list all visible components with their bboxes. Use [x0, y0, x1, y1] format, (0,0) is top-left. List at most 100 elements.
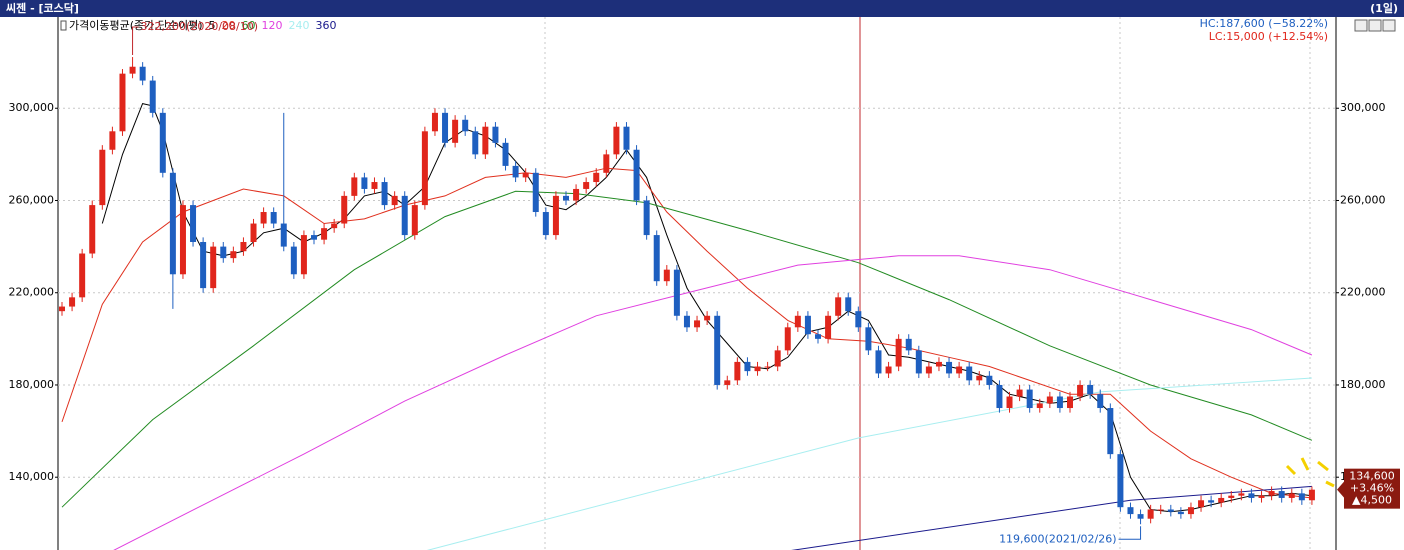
candle-body	[1268, 491, 1275, 496]
candle-body	[1087, 384, 1094, 395]
candle-body	[99, 149, 106, 206]
candle-body	[673, 269, 680, 316]
candle-body	[502, 142, 509, 166]
window-buttons[interactable]	[1354, 19, 1396, 32]
candle-body	[391, 195, 398, 206]
legend-entry: 20	[222, 19, 236, 32]
legend-entry: 360	[316, 19, 337, 32]
candle-body	[815, 334, 821, 339]
candle-body	[119, 73, 126, 132]
candle-body	[1187, 507, 1194, 515]
legend: 5 20 60 120 240 360	[209, 19, 337, 32]
candle-body	[1077, 384, 1084, 397]
candle-body	[431, 112, 438, 132]
candle-body	[734, 361, 741, 381]
candle-body	[1308, 489, 1315, 501]
indicator-label: 가격이동평균(종가,단순이평)	[69, 19, 203, 32]
hc-label: HC:187,600 (−58.22%)	[1200, 17, 1328, 30]
grid: 140,000140,000180,000180,000220,000220,0…	[9, 101, 1386, 483]
close-button[interactable]	[1382, 19, 1396, 32]
y-tick-label: 180,000	[1340, 378, 1386, 391]
candle-body	[69, 297, 76, 307]
candle-body	[905, 338, 912, 351]
candle-body	[804, 315, 811, 335]
annotation-label: 119,600(2021/02/26)	[999, 532, 1116, 545]
legend-icon	[60, 20, 67, 31]
candle-body	[240, 241, 247, 252]
ma-line	[61, 190, 1313, 508]
candle-body	[159, 112, 166, 173]
y-tick-label: 180,000	[9, 378, 55, 391]
candle-body	[270, 212, 277, 224]
candle-body	[331, 223, 338, 229]
candle-body	[472, 131, 479, 155]
candle-body	[1107, 408, 1114, 455]
candle-body	[341, 195, 348, 224]
candle-body	[280, 223, 287, 247]
annotation-label: 322,200(2020/08/10)	[141, 20, 258, 33]
candle-body	[1097, 394, 1104, 409]
candle-body	[784, 327, 791, 351]
candle-body	[845, 297, 852, 312]
candle-body	[754, 366, 761, 372]
candle-body	[764, 366, 771, 368]
candle-body	[1238, 493, 1245, 496]
candle-body	[1177, 511, 1184, 515]
candle-body	[79, 253, 86, 298]
ma-line	[101, 103, 1312, 513]
candle-body	[442, 112, 449, 143]
candle-body	[300, 235, 307, 275]
candle-body	[1218, 497, 1225, 503]
candle-body	[885, 366, 892, 374]
candle-body	[865, 327, 872, 351]
candle-body	[482, 126, 489, 155]
candle-body	[1288, 493, 1295, 498]
candle-body	[542, 212, 549, 236]
y-tick-label: 220,000	[9, 286, 55, 299]
candle-body	[371, 182, 378, 189]
period-label: (1일)	[1370, 1, 1398, 15]
candle-body	[986, 375, 993, 385]
candle-body	[683, 315, 690, 328]
candle-body	[593, 172, 600, 183]
candle-body	[1016, 389, 1023, 397]
candle-body	[1036, 403, 1043, 409]
candle-body	[200, 241, 207, 289]
price-tag-pointer	[1337, 481, 1344, 498]
y-tick-label: 260,000	[9, 193, 55, 206]
candle-body	[311, 235, 317, 240]
candle-body	[855, 311, 862, 328]
candle-body	[1248, 493, 1255, 498]
candle-body	[190, 205, 197, 242]
candle-body	[623, 126, 630, 150]
candle-body	[411, 205, 418, 236]
candle-body	[522, 172, 529, 178]
candle-body	[512, 165, 519, 178]
candle-body	[351, 177, 358, 196]
candle-body	[1026, 389, 1033, 409]
legend-entry: 120	[262, 19, 283, 32]
candle-body	[573, 188, 580, 201]
candle-body	[583, 182, 590, 189]
candle-body	[361, 177, 368, 189]
annotation-arrow	[132, 26, 139, 56]
candle-body	[1198, 500, 1205, 508]
candle-body	[996, 384, 1003, 409]
candle-body	[563, 195, 569, 201]
chart-title: 씨젠 - [코스닥]	[6, 1, 79, 15]
minimize-button[interactable]	[1354, 19, 1368, 32]
ma-line	[426, 377, 1312, 550]
candle-body	[704, 315, 711, 321]
change-amount: ▲4,500	[1352, 494, 1392, 507]
candle-body	[915, 350, 922, 374]
candle-body	[179, 205, 186, 275]
candle-body	[1208, 500, 1215, 503]
ma-line	[113, 255, 1313, 550]
candle-body	[250, 223, 257, 242]
candle-body	[633, 149, 640, 201]
candle-body	[1298, 493, 1305, 501]
candle-body	[1278, 491, 1285, 498]
maximize-button[interactable]	[1368, 19, 1382, 32]
